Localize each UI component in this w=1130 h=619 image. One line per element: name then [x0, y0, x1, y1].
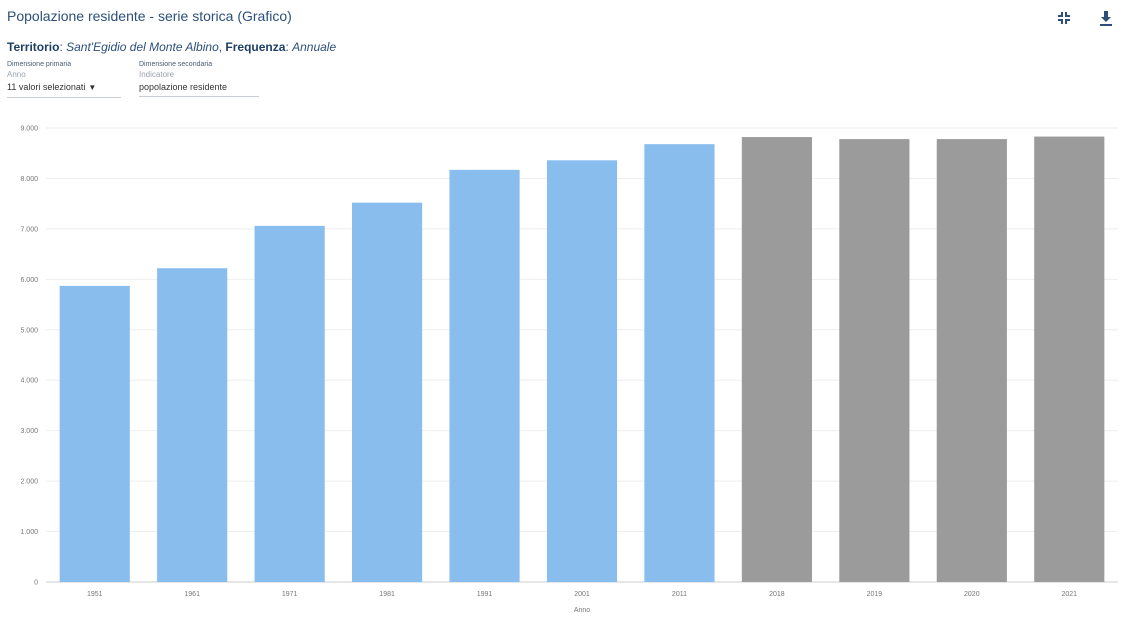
- y-tick-label: 6.000: [20, 277, 38, 284]
- x-axis-label: Anno: [574, 607, 590, 614]
- y-tick-label: 4.000: [20, 378, 38, 385]
- x-tick-label: 1961: [184, 591, 200, 598]
- bars: [59, 136, 1105, 583]
- x-tick-label: 1981: [379, 591, 395, 598]
- y-tick-label: 0: [34, 580, 38, 587]
- frequenza-value: Annuale: [292, 40, 337, 54]
- primary-dimension-value: 11 valori selezionati: [7, 82, 86, 92]
- secondary-dimension-caption: Dimensione secondaria: [139, 61, 213, 68]
- territorio-value: Sant'Egidio del Monte Albino: [66, 40, 219, 54]
- x-tick-label: 1991: [477, 591, 493, 598]
- y-axis-ticks: 0 1.000 2.000 3.000 4.000 5.000 6.000 7.000 8.00…: [20, 126, 38, 587]
- secondary-dimension-select[interactable]: popolazione residente: [139, 80, 259, 97]
- bar-2011[interactable]: [644, 144, 715, 583]
- territorio-label: Territorio: [7, 40, 60, 54]
- bar-1991[interactable]: [449, 169, 520, 582]
- x-tick-label: 2018: [769, 591, 785, 598]
- caret-down-icon: ▼: [88, 83, 97, 92]
- x-tick-label: 2001: [574, 591, 590, 598]
- bar-1951[interactable]: [59, 285, 130, 582]
- y-tick-label: 9.000: [20, 126, 38, 133]
- y-tick-label: 3.000: [20, 428, 38, 435]
- y-tick-label: 2.000: [20, 479, 38, 486]
- primary-dimension-sub: Anno: [7, 70, 26, 79]
- bar-2019[interactable]: [839, 139, 910, 582]
- x-tick-label: 1971: [282, 591, 298, 598]
- frequenza-label: Frequenza: [225, 40, 286, 54]
- download-icon[interactable]: [1096, 8, 1116, 28]
- x-tick-label: 2019: [867, 591, 883, 598]
- chart-title: Popolazione residente - serie storica (G…: [7, 8, 292, 24]
- y-tick-label: 7.000: [20, 226, 38, 233]
- bar-1981[interactable]: [352, 202, 423, 582]
- y-tick-label: 8.000: [20, 176, 38, 183]
- bar-1971[interactable]: [254, 225, 325, 582]
- primary-dimension-select[interactable]: 11 valori selezionati ▼: [7, 80, 121, 98]
- secondary-dimension-sub: Indicatore: [139, 70, 175, 79]
- bar-2018[interactable]: [741, 137, 812, 582]
- dimension-selectors: Dimensione primaria Anno 11 valori selez…: [7, 60, 259, 98]
- primary-dimension-caption: Dimensione primaria: [7, 61, 72, 68]
- x-tick-label: 2020: [964, 591, 980, 598]
- chart-meta: Territorio: Sant'Egidio del Monte Albino…: [7, 40, 337, 54]
- bar-2001[interactable]: [546, 160, 618, 583]
- bar-2020[interactable]: [936, 139, 1007, 582]
- bar-2021[interactable]: [1034, 136, 1105, 582]
- x-axis-ticks: 1951 1961 1971 1981 1991 2001 2011 2018 2019 2020…: [87, 591, 1077, 598]
- x-tick-label: 2021: [1061, 591, 1077, 598]
- x-tick-label: 2011: [672, 591, 687, 598]
- fullscreen-icon[interactable]: [1054, 8, 1074, 28]
- secondary-dimension: Dimensione secondaria Indicatore popolaz…: [139, 60, 259, 98]
- secondary-dimension-value: popolazione residente: [139, 82, 228, 92]
- toolbar: [1054, 8, 1116, 28]
- y-tick-label: 5.000: [20, 327, 38, 334]
- y-tick-label: 1.000: [20, 529, 38, 536]
- bar-1961[interactable]: [157, 268, 228, 582]
- x-tick-label: 1951: [87, 591, 103, 598]
- primary-dimension: Dimensione primaria Anno 11 valori selez…: [7, 60, 121, 98]
